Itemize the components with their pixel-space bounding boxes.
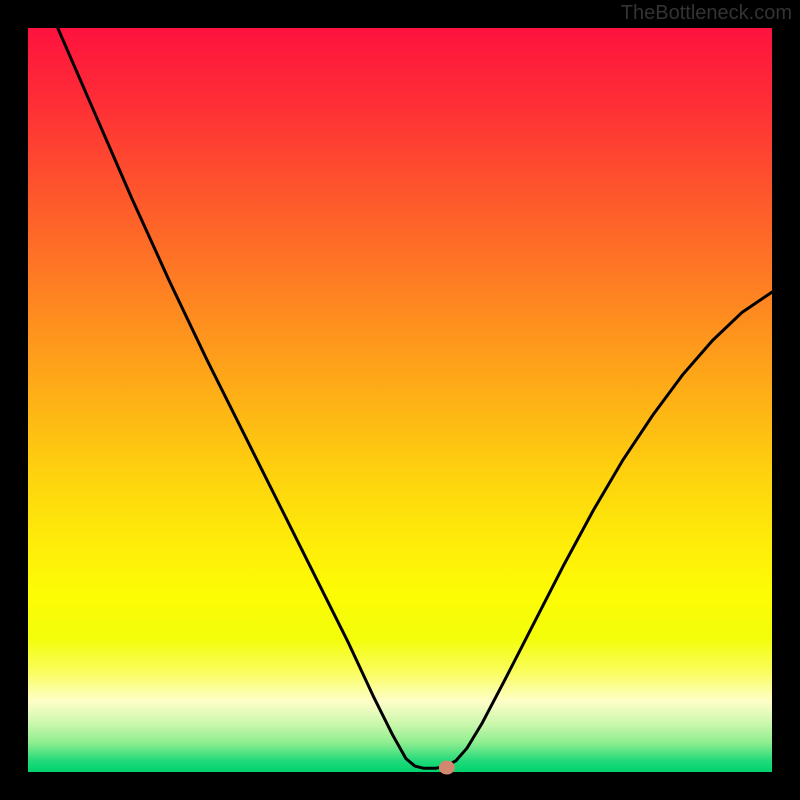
- optimal-point-marker: [439, 761, 455, 775]
- plot-background: [28, 28, 772, 772]
- bottleneck-chart: [0, 0, 800, 800]
